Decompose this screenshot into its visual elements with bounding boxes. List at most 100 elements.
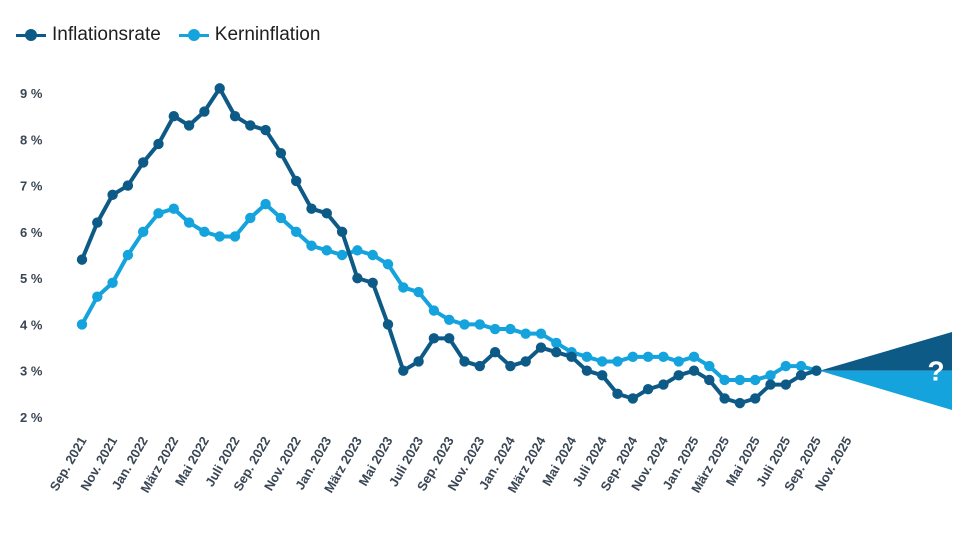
data-point-kerninflation (444, 314, 455, 325)
data-point-inflationsrate (275, 147, 287, 159)
data-point-kerninflation (520, 328, 531, 339)
legend: Inflationsrate Kerninflation (16, 24, 320, 46)
data-point-kerninflation (76, 319, 88, 330)
series-kerninflation (76, 198, 822, 386)
data-point-inflationsrate (642, 384, 654, 395)
data-point-kerninflation (214, 231, 225, 242)
data-point-kerninflation (229, 231, 241, 242)
data-point-inflationsrate (398, 365, 409, 376)
data-point-kerninflation (765, 370, 776, 381)
legend-label-inflationsrate: Inflationsrate (52, 24, 161, 45)
data-point-inflationsrate (535, 342, 547, 353)
data-point-inflationsrate (444, 333, 455, 344)
y-tick-label: 2 % (20, 410, 43, 425)
data-point-inflationsrate (597, 370, 608, 381)
y-axis: 2 % 3 % 4 % 5 % 6 % 7 % 8 % 9 % (20, 86, 43, 425)
data-point-inflationsrate (428, 333, 440, 344)
data-point-kerninflation (321, 245, 332, 256)
legend-swatch-kerninflation (178, 28, 209, 42)
data-point-inflationsrate (704, 374, 715, 386)
data-point-inflationsrate (795, 370, 807, 381)
data-point-kerninflation (428, 305, 440, 316)
data-point-inflationsrate (489, 347, 501, 358)
forecast-question-mark: ? (927, 356, 944, 387)
y-tick-label: 4 % (20, 317, 43, 332)
series-inflationsrate (76, 83, 822, 409)
data-point-kerninflation (107, 277, 118, 288)
data-point-inflationsrate (750, 393, 761, 404)
data-point-kerninflation (673, 356, 684, 367)
data-point-kerninflation (306, 240, 317, 251)
data-point-inflationsrate (153, 138, 164, 150)
legend-item-inflationsrate: Inflationsrate (16, 24, 161, 46)
data-point-kerninflation (183, 217, 195, 228)
data-point-kerninflation (336, 249, 348, 261)
data-point-kerninflation (291, 226, 302, 238)
y-tick-label: 5 % (20, 271, 43, 286)
data-point-inflationsrate (229, 110, 241, 122)
data-point-inflationsrate (658, 379, 669, 390)
data-point-inflationsrate (336, 226, 348, 238)
data-point-inflationsrate (260, 124, 271, 136)
data-point-kerninflation (581, 351, 593, 363)
data-point-kerninflation (138, 226, 149, 238)
series-line-kerninflation (80, 202, 819, 382)
data-point-kerninflation (704, 360, 715, 372)
data-point-inflationsrate (627, 393, 638, 404)
data-point-kerninflation (199, 226, 210, 238)
data-point-kerninflation (92, 291, 103, 302)
data-point-inflationsrate (459, 356, 470, 367)
data-point-kerninflation (597, 356, 608, 367)
data-point-kerninflation (719, 374, 730, 386)
data-point-inflationsrate (780, 379, 791, 390)
data-point-kerninflation (612, 356, 623, 367)
legend-swatch-inflationsrate (16, 28, 46, 42)
data-point-kerninflation (627, 351, 638, 363)
data-point-inflationsrate (367, 277, 378, 288)
data-point-inflationsrate (138, 157, 149, 168)
y-tick-label: 9 % (20, 86, 43, 101)
data-point-kerninflation (750, 374, 761, 386)
data-point-inflationsrate (413, 356, 424, 367)
data-point-inflationsrate (505, 360, 516, 372)
data-point-inflationsrate (382, 319, 394, 330)
legend-item-kerninflation: Kerninflation (178, 24, 321, 46)
data-point-kerninflation (352, 245, 363, 256)
series-line-inflationsrate (80, 86, 819, 406)
data-point-inflationsrate (214, 83, 225, 94)
data-point-inflationsrate (76, 254, 88, 265)
data-point-inflationsrate (92, 217, 103, 228)
data-point-kerninflation (658, 351, 669, 363)
data-point-kerninflation (489, 323, 501, 335)
data-point-kerninflation (780, 360, 791, 372)
data-point-inflationsrate (719, 393, 730, 404)
data-point-kerninflation (505, 323, 516, 335)
data-point-inflationsrate (688, 365, 700, 376)
data-point-kerninflation (688, 351, 700, 363)
data-point-inflationsrate (122, 180, 134, 191)
data-point-inflationsrate (734, 397, 746, 409)
data-point-inflationsrate (352, 272, 363, 284)
data-point-kerninflation (474, 319, 485, 330)
data-point-kerninflation (551, 337, 562, 349)
data-point-inflationsrate (520, 356, 531, 367)
data-point-inflationsrate (321, 208, 332, 219)
data-point-inflationsrate (306, 203, 317, 214)
data-point-kerninflation (168, 203, 179, 214)
data-point-kerninflation (382, 259, 394, 270)
forecast-lower-wedge (819, 370, 952, 410)
legend-label-kerninflation: Kerninflation (214, 24, 321, 45)
data-point-inflationsrate (199, 106, 210, 117)
data-point-inflationsrate (612, 388, 623, 400)
data-point-kerninflation (122, 249, 134, 261)
data-point-kerninflation (795, 360, 807, 372)
data-point-kerninflation (260, 198, 271, 210)
data-point-inflationsrate (168, 110, 179, 122)
data-point-inflationsrate (566, 351, 577, 363)
data-point-inflationsrate (245, 120, 256, 131)
y-tick-label: 8 % (20, 132, 43, 147)
forecast-marker: ? (819, 332, 952, 410)
data-point-kerninflation (459, 319, 470, 330)
